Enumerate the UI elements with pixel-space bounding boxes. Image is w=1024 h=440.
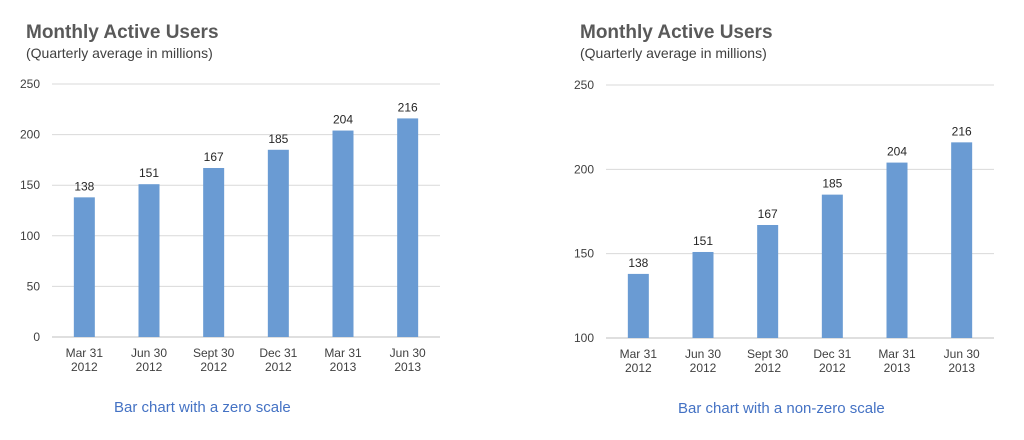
data-label: 151 — [139, 166, 159, 180]
bar — [267, 149, 289, 337]
bar — [332, 130, 354, 337]
y-tick-label: 200 — [20, 128, 40, 142]
x-tick-label: Jun 30 — [944, 347, 980, 361]
y-tick-label: 250 — [20, 77, 40, 91]
data-label: 151 — [693, 234, 713, 248]
x-tick-label: Mar 31 — [878, 347, 916, 361]
chart-panel-zero-scale: Monthly Active Users (Quarterly average … — [20, 22, 440, 416]
chart-caption: Bar chart with a zero scale — [114, 399, 291, 416]
x-tick-label: 2013 — [948, 361, 975, 375]
data-label: 204 — [333, 113, 353, 127]
x-tick-label: 2012 — [71, 360, 98, 374]
data-label: 204 — [887, 145, 907, 159]
y-tick-label: 0 — [33, 330, 40, 344]
y-tick-label: 250 — [574, 78, 594, 92]
x-tick-label: 2012 — [265, 360, 292, 374]
data-label: 138 — [628, 256, 648, 270]
x-tick-label: Mar 31 — [620, 347, 658, 361]
chart-subtitle: (Quarterly average in millions) — [26, 45, 213, 61]
x-tick-label: 2012 — [625, 361, 652, 375]
x-tick-label: 2013 — [884, 361, 911, 375]
y-tick-label: 100 — [574, 331, 594, 345]
chart-panel-non-zero-scale: Monthly Active Users (Quarterly average … — [512, 0, 1024, 440]
x-tick-label: Mar 31 — [324, 346, 362, 360]
bar — [886, 162, 908, 338]
x-tick-label: 2012 — [819, 361, 846, 375]
x-tick-label: Dec 31 — [813, 347, 851, 361]
data-label: 138 — [74, 179, 94, 193]
y-tick-label: 150 — [20, 178, 40, 192]
bar — [73, 197, 95, 337]
x-tick-label: 2012 — [200, 360, 227, 374]
x-tick-label: Jun 30 — [685, 347, 721, 361]
x-tick-label: 2013 — [330, 360, 357, 374]
bar — [627, 273, 649, 338]
data-label: 216 — [398, 100, 418, 114]
chart-caption: Bar chart with a non-zero scale — [678, 400, 885, 417]
bar — [951, 142, 973, 338]
bar — [692, 251, 714, 338]
data-label: 167 — [204, 150, 224, 164]
bar — [397, 118, 419, 338]
data-label: 185 — [268, 132, 288, 146]
data-label: 185 — [822, 177, 842, 191]
x-tick-label: 2012 — [136, 360, 163, 374]
x-tick-label: Sept 30 — [193, 346, 235, 360]
x-tick-label: 2013 — [394, 360, 421, 374]
x-tick-label: 2012 — [754, 361, 781, 375]
x-tick-label: Jun 30 — [131, 346, 167, 360]
y-tick-label: 50 — [27, 279, 41, 293]
bar — [203, 167, 225, 337]
x-tick-label: Jun 30 — [390, 346, 426, 360]
chart-subtitle: (Quarterly average in millions) — [580, 45, 767, 61]
y-tick-label: 150 — [574, 247, 594, 261]
bar — [757, 224, 779, 338]
x-tick-label: Mar 31 — [66, 346, 104, 360]
y-tick-label: 200 — [574, 162, 594, 176]
y-tick-label: 100 — [20, 229, 40, 243]
x-tick-label: Sept 30 — [747, 347, 789, 361]
x-tick-label: Dec 31 — [259, 346, 297, 360]
chart-title: Monthly Active Users — [26, 22, 219, 43]
bar — [138, 184, 160, 337]
data-label: 167 — [758, 207, 778, 221]
x-tick-label: 2012 — [690, 361, 717, 375]
chart-title: Monthly Active Users — [580, 22, 773, 43]
bar — [821, 194, 843, 338]
data-label: 216 — [952, 124, 972, 138]
